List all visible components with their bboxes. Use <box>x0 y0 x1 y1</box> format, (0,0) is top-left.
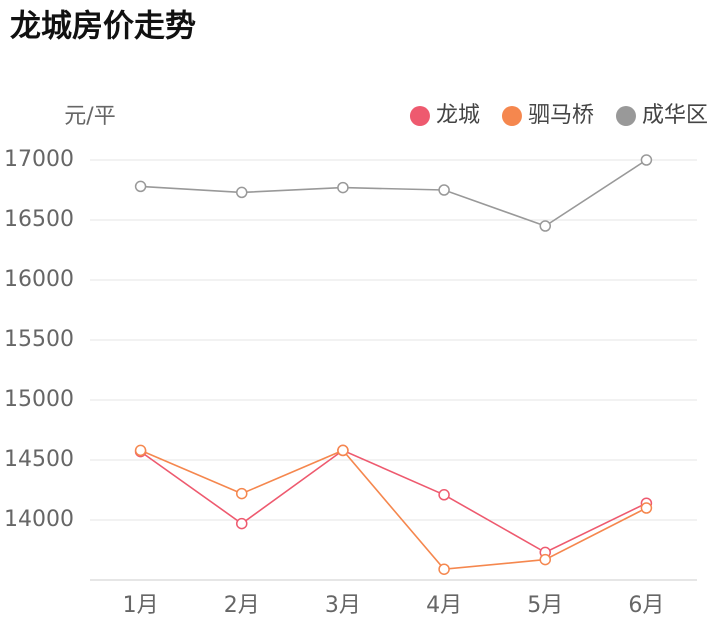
y-tick-label: 14000 <box>4 507 74 532</box>
x-tick-label: 1月 <box>123 593 159 618</box>
data-point <box>134 180 147 193</box>
legend-marker <box>615 106 636 126</box>
data-point <box>337 444 349 457</box>
series-line <box>140 449 647 571</box>
y-tick-label: 15500 <box>4 327 74 352</box>
x-tick-label: 2月 <box>224 593 260 618</box>
data-point <box>134 444 147 457</box>
series-line <box>140 449 647 554</box>
legend-label: 驷马桥 <box>528 103 594 128</box>
data-point <box>236 186 248 199</box>
legend-label: 成华区 <box>642 103 708 128</box>
legend-marker <box>409 106 430 126</box>
legend-label: 龙城 <box>436 103 480 128</box>
y-tick-label: 17000 <box>4 147 74 172</box>
legend-marker <box>501 106 522 126</box>
data-point <box>438 489 450 501</box>
y-tick-label: 16500 <box>4 207 74 232</box>
data-point <box>640 154 653 166</box>
x-tick-label: 4月 <box>426 593 462 618</box>
y-axis-label: 元/平 <box>64 104 115 129</box>
x-tick-label: 5月 <box>527 593 563 618</box>
data-point <box>539 220 551 232</box>
data-point <box>640 502 653 514</box>
x-tick-label: 3月 <box>325 593 361 618</box>
y-tick-label: 15000 <box>4 387 74 412</box>
data-point <box>236 487 248 500</box>
data-point <box>438 563 450 575</box>
y-tick-label: 16000 <box>4 267 74 292</box>
data-point <box>337 181 349 194</box>
data-point <box>438 184 450 196</box>
x-tick-label: 6月 <box>628 593 664 618</box>
series-line <box>140 159 647 227</box>
chart-title: 龙城房价走势 <box>10 9 196 45</box>
data-point <box>236 517 248 530</box>
y-tick-label: 14500 <box>4 447 74 472</box>
data-point <box>539 553 551 566</box>
